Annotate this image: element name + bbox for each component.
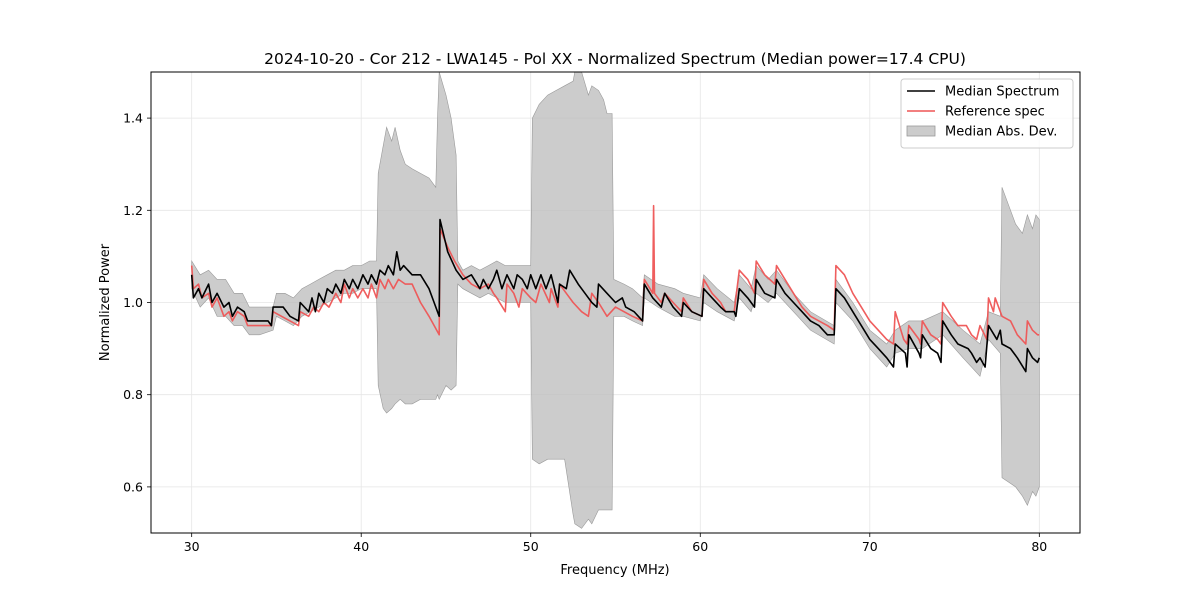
lines-layer	[190, 204, 1041, 373]
legend-box	[900, 78, 1074, 149]
x-tick-label: 80	[1031, 539, 1047, 554]
legend-label-reference-spec: Reference spec	[945, 105, 1045, 120]
y-axis-label: Normalized Power	[98, 243, 113, 361]
reference-spec-line	[190, 204, 1040, 345]
median-spectrum-line	[190, 218, 1041, 373]
legend-label-median-spectrum: Median Spectrum	[945, 85, 1059, 100]
x-tick-label: 40	[353, 539, 369, 554]
x-tick-label: 30	[184, 539, 200, 554]
x-tick-label: 50	[523, 539, 539, 554]
y-tick-label: 1.4	[123, 111, 143, 126]
chart-title: 2024-10-20 - Cor 212 - LWA145 - Pol XX -…	[264, 50, 966, 68]
x-tick-label: 70	[862, 539, 878, 554]
x-axis-ticks: 30 40 50 60 70 80	[184, 533, 1047, 554]
x-tick-label: 60	[692, 539, 708, 554]
y-tick-label: 1.2	[123, 203, 143, 218]
x-axis-label: Frequency (MHz)	[560, 563, 669, 578]
legend-label-median-abs-dev: Median Abs. Dev.	[945, 125, 1057, 140]
y-tick-label: 0.6	[123, 479, 143, 494]
legend: Median Spectrum Reference spec Median Ab…	[900, 78, 1074, 149]
y-axis-ticks: 0.6 0.8 1.0 1.2 1.4	[123, 111, 151, 494]
y-tick-label: 1.0	[123, 295, 143, 310]
y-tick-label: 0.8	[123, 387, 143, 402]
legend-swatch-median-abs-dev	[906, 125, 936, 137]
mad-band-layer	[191, 72, 1040, 529]
median-abs-dev-band	[191, 72, 1040, 529]
